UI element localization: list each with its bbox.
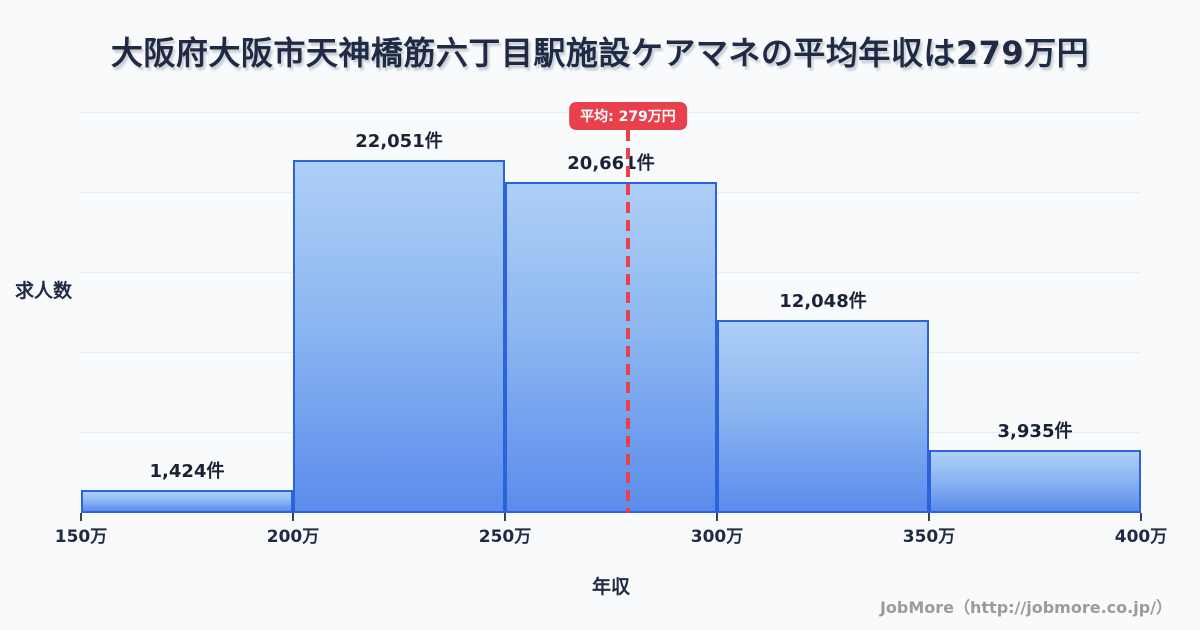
x-tick-mark bbox=[716, 513, 718, 521]
x-tick-label: 400万 bbox=[1114, 527, 1168, 547]
mean-badge: 平均: 279万円 bbox=[569, 102, 687, 130]
x-axis-label: 年収 bbox=[591, 576, 630, 598]
bar-value-label: 3,935件 bbox=[997, 420, 1073, 442]
x-tick-mark bbox=[1140, 513, 1142, 521]
histogram-bar bbox=[293, 159, 505, 513]
histogram-bar bbox=[717, 320, 929, 513]
bar-value-label: 12,048件 bbox=[779, 291, 867, 313]
x-tick-label: 250万 bbox=[478, 527, 532, 547]
x-tick-label: 200万 bbox=[266, 527, 320, 547]
x-tick-mark bbox=[928, 513, 930, 521]
histogram-bar bbox=[505, 182, 717, 513]
x-tick-mark bbox=[504, 513, 506, 521]
page-title: 大阪府大阪市天神橋筋六丁目駅施設ケアマネの平均年収は279万円 bbox=[110, 34, 1090, 72]
plot-area: 平均: 279万円 1,424件 22,051件 20,661件 12,048件 3,9… bbox=[55, 102, 1167, 547]
x-tick-label: 300万 bbox=[690, 527, 744, 547]
histogram-bar bbox=[929, 449, 1141, 513]
x-tick-label: 350万 bbox=[902, 527, 956, 547]
bar-value-label: 1,424件 bbox=[149, 461, 225, 483]
x-tick-mark bbox=[292, 513, 294, 521]
mean-line bbox=[625, 130, 630, 513]
bar-value-label: 20,661件 bbox=[567, 153, 655, 175]
x-tick-label: 150万 bbox=[54, 527, 108, 547]
footer-credit: JobMore（http://jobmore.co.jp/） bbox=[879, 598, 1172, 617]
histogram-bar bbox=[81, 490, 293, 513]
bar-value-label: 22,051件 bbox=[355, 130, 443, 152]
y-axis-label: 求人数 bbox=[15, 280, 73, 302]
x-tick-mark bbox=[80, 513, 82, 521]
